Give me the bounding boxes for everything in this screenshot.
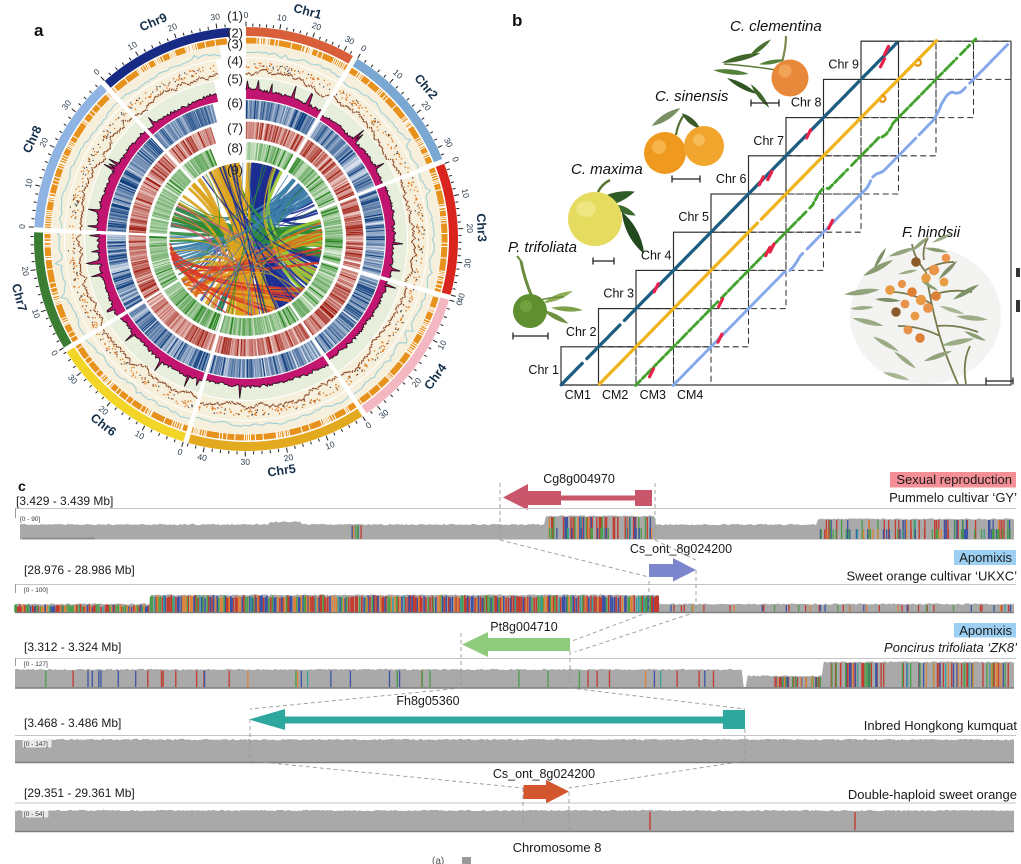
svg-text:Chr 5: Chr 5 xyxy=(678,210,709,224)
svg-text:CM2: CM2 xyxy=(602,388,628,402)
svg-text:Sexual reproduction: Sexual reproduction xyxy=(896,472,1012,487)
svg-text:Chr 9: Chr 9 xyxy=(828,57,859,71)
svg-text:(2): (2) xyxy=(227,25,243,40)
svg-text:0: 0 xyxy=(359,43,369,54)
svg-text:(a): (a) xyxy=(432,856,444,864)
svg-text:Chr7: Chr7 xyxy=(9,282,30,313)
svg-text:(5): (5) xyxy=(227,71,243,86)
svg-text:Apomixis: Apomixis xyxy=(959,623,1012,638)
svg-text:[0 - 90]: [0 - 90] xyxy=(20,516,40,523)
svg-text:C. sinensis: C. sinensis xyxy=(655,88,729,105)
svg-text:[0 - 54]: [0 - 54] xyxy=(24,811,44,818)
svg-text:Chr 8: Chr 8 xyxy=(791,96,822,110)
svg-text:Fh8g05360: Fh8g05360 xyxy=(396,694,459,708)
svg-text:Pummelo cultivar ‘GY’: Pummelo cultivar ‘GY’ xyxy=(889,490,1017,505)
svg-text:Chr 3: Chr 3 xyxy=(603,287,634,301)
svg-text:10: 10 xyxy=(276,12,287,23)
svg-text:[0 - 127]: [0 - 127] xyxy=(24,661,48,668)
svg-text:30: 30 xyxy=(462,258,473,269)
svg-text:[3.429 - 3.439 Mb]: [3.429 - 3.439 Mb] xyxy=(16,494,113,508)
svg-text:(3): (3) xyxy=(227,36,243,51)
svg-text:10: 10 xyxy=(435,338,448,351)
svg-text:Chr3: Chr3 xyxy=(474,213,489,242)
svg-text:Chr 7: Chr 7 xyxy=(753,134,784,148)
svg-text:20: 20 xyxy=(283,452,294,464)
svg-text:P. trifoliata: P. trifoliata xyxy=(508,239,577,256)
svg-text:C. clementina: C. clementina xyxy=(730,18,822,35)
svg-text:10: 10 xyxy=(460,188,472,200)
svg-text:0: 0 xyxy=(91,66,101,77)
svg-text:30: 30 xyxy=(210,11,221,22)
svg-text:20: 20 xyxy=(465,223,475,233)
svg-text:C. maxima: C. maxima xyxy=(571,161,643,178)
svg-text:Chromosome 8: Chromosome 8 xyxy=(513,840,602,855)
svg-text:Pt8g004710: Pt8g004710 xyxy=(490,620,557,634)
svg-text:0: 0 xyxy=(450,155,461,163)
svg-text:[28.976 - 28.986 Mb]: [28.976 - 28.986 Mb] xyxy=(24,563,135,577)
svg-text:0: 0 xyxy=(364,420,374,431)
svg-text:Chr 1: Chr 1 xyxy=(528,363,559,377)
svg-text:F. hindsii: F. hindsii xyxy=(902,224,961,241)
svg-text:Cg8g004970: Cg8g004970 xyxy=(543,472,615,486)
svg-text:[29.351 - 29.361 Mb]: [29.351 - 29.361 Mb] xyxy=(24,786,135,800)
svg-text:CM1: CM1 xyxy=(565,388,591,402)
svg-text:Chr 6: Chr 6 xyxy=(716,172,747,186)
svg-text:[3.468 - 3.486 Mb]: [3.468 - 3.486 Mb] xyxy=(24,716,121,730)
svg-text:0: 0 xyxy=(49,348,60,357)
svg-text:0: 0 xyxy=(244,10,249,20)
svg-text:a: a xyxy=(34,21,44,40)
svg-text:[0 - 100]: [0 - 100] xyxy=(24,587,48,594)
svg-text:20: 20 xyxy=(37,136,50,149)
svg-text:30: 30 xyxy=(241,457,251,467)
svg-text:c: c xyxy=(18,478,26,494)
svg-text:(4): (4) xyxy=(227,53,243,68)
svg-text:(1): (1) xyxy=(227,8,243,23)
svg-text:Cs_ont_8g024200: Cs_ont_8g024200 xyxy=(630,542,732,556)
svg-text:CM4: CM4 xyxy=(677,388,703,402)
svg-text:10: 10 xyxy=(133,428,146,441)
svg-text:(6): (6) xyxy=(227,95,243,110)
svg-text:Inbred Hongkong kumquat: Inbred Hongkong kumquat xyxy=(864,718,1018,733)
svg-text:Chr5: Chr5 xyxy=(266,462,296,480)
svg-text:30: 30 xyxy=(343,34,356,47)
svg-text:30: 30 xyxy=(442,136,455,149)
svg-text:Sweet orange cultivar ‘UKXC’: Sweet orange cultivar ‘UKXC’ xyxy=(846,569,1017,584)
svg-text:0: 0 xyxy=(454,299,465,307)
svg-text:b: b xyxy=(512,11,522,30)
svg-text:Cs_ont_8g024200: Cs_ont_8g024200 xyxy=(493,767,595,781)
svg-text:Chr 2: Chr 2 xyxy=(566,325,597,339)
svg-text:20: 20 xyxy=(20,266,31,277)
svg-text:(8): (8) xyxy=(227,140,243,155)
svg-text:[0 - 147]: [0 - 147] xyxy=(24,741,48,748)
svg-text:(7): (7) xyxy=(227,120,243,135)
svg-text:CM3: CM3 xyxy=(640,388,666,402)
svg-text:Apomixis: Apomixis xyxy=(959,550,1012,565)
svg-text:40: 40 xyxy=(197,452,208,464)
svg-text:20: 20 xyxy=(311,20,323,33)
svg-text:40: 40 xyxy=(455,292,467,304)
svg-text:(9): (9) xyxy=(227,162,243,177)
svg-text:20: 20 xyxy=(166,21,178,34)
svg-text:Chr 4: Chr 4 xyxy=(641,248,672,262)
svg-text:10: 10 xyxy=(23,177,35,189)
svg-text:0: 0 xyxy=(176,446,184,457)
svg-text:10: 10 xyxy=(324,439,337,452)
svg-text:Double-haploid sweet orange: Double-haploid sweet orange xyxy=(848,787,1017,802)
svg-text:10: 10 xyxy=(30,307,43,320)
svg-text:[3.312 - 3.324 Mb]: [3.312 - 3.324 Mb] xyxy=(24,640,121,654)
svg-text:Poncirus trifoliata ‘ZK8’: Poncirus trifoliata ‘ZK8’ xyxy=(884,640,1018,655)
svg-text:0: 0 xyxy=(17,224,27,230)
